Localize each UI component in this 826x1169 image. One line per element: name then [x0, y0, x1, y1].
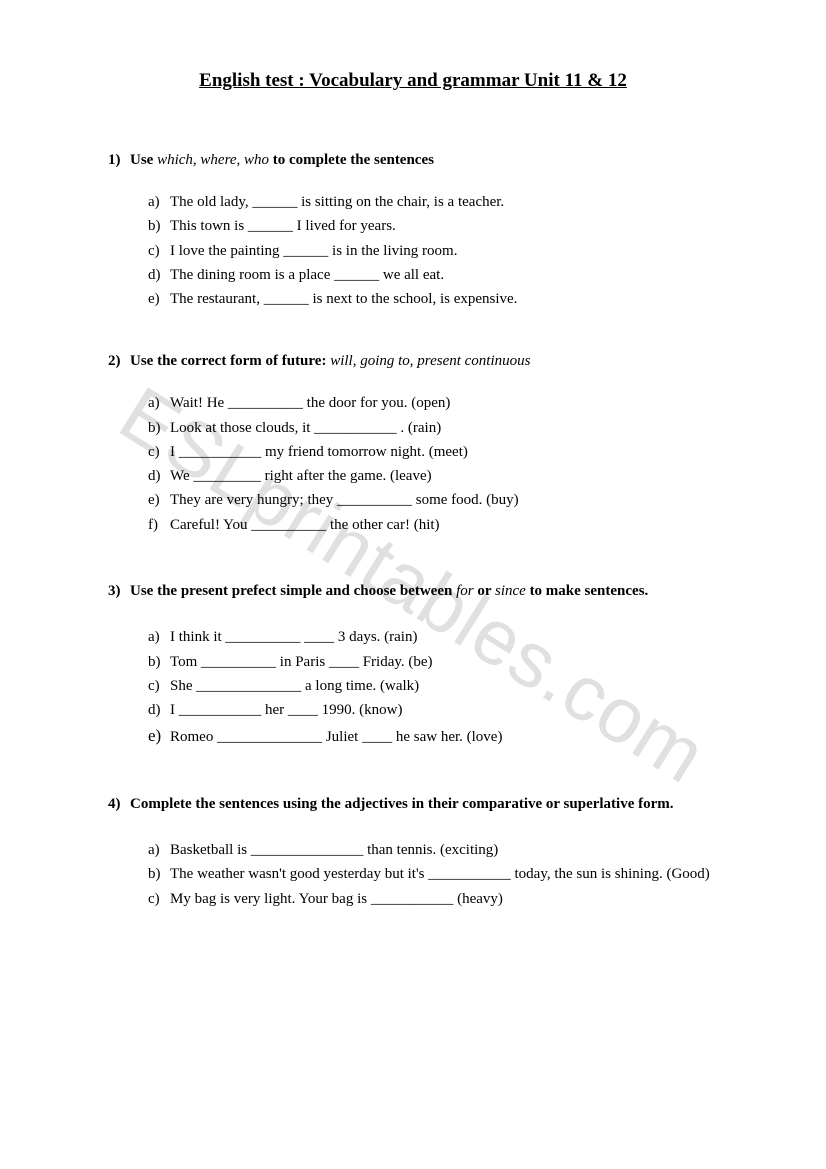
question-4: 4)Complete the sentences using the adjec…	[100, 792, 726, 911]
list-item: c)My bag is very light. Your bag is ____…	[148, 888, 726, 911]
item-letter: e)	[148, 489, 170, 512]
item-text: She ______________ a long time. (walk)	[170, 678, 419, 694]
item-letter: b)	[148, 215, 170, 238]
question-num: 4)	[108, 792, 130, 818]
heading-italic: which, where, who	[157, 152, 269, 168]
item-letter: c)	[148, 441, 170, 464]
list-item: c)I love the painting ______ is in the l…	[148, 240, 726, 263]
item-letter: b)	[148, 651, 170, 674]
page-content: English test : Vocabulary and grammar Un…	[100, 70, 726, 911]
page-title: English test : Vocabulary and grammar Un…	[100, 70, 726, 92]
question-1-heading: 1)Use which, where, who to complete the …	[100, 152, 726, 169]
heading-pre: Use the present prefect simple and choos…	[130, 583, 456, 599]
heading-pre: Use	[130, 152, 157, 168]
list-item: a)I think it __________ ____ 3 days. (ra…	[148, 626, 726, 649]
item-text: The restaurant, ______ is next to the sc…	[170, 291, 517, 307]
item-text: Tom __________ in Paris ____ Friday. (be…	[170, 654, 433, 670]
question-3-heading: 3)Use the present prefect simple and cho…	[100, 579, 726, 605]
list-item: a)Basketball is _______________ than ten…	[148, 839, 726, 862]
item-letter: b)	[148, 417, 170, 440]
question-3-items: a)I think it __________ ____ 3 days. (ra…	[100, 626, 726, 749]
item-text: The weather wasn't good yesterday but it…	[170, 866, 710, 882]
heading-italic2: since	[495, 583, 526, 599]
item-letter: d)	[148, 264, 170, 287]
question-3: 3)Use the present prefect simple and cho…	[100, 579, 726, 750]
list-item: c)She ______________ a long time. (walk)	[148, 675, 726, 698]
list-item: c)I ___________ my friend tomorrow night…	[148, 441, 726, 464]
item-text: This town is ______ I lived for years.	[170, 218, 396, 234]
question-num: 1)	[108, 152, 130, 169]
question-2: 2)Use the correct form of future: will, …	[100, 353, 726, 537]
item-letter: d)	[148, 465, 170, 488]
list-item: d)The dining room is a place ______ we a…	[148, 264, 726, 287]
heading-italic: for	[456, 583, 474, 599]
heading-post: to complete the sentences	[269, 152, 434, 168]
question-1: 1)Use which, where, who to complete the …	[100, 152, 726, 311]
item-text: Careful! You __________ the other car! (…	[170, 517, 440, 533]
item-text: Look at those clouds, it ___________ . (…	[170, 420, 441, 436]
item-text: I love the painting ______ is in the liv…	[170, 243, 457, 259]
item-letter: f)	[148, 514, 170, 537]
list-item: b)Tom __________ in Paris ____ Friday. (…	[148, 651, 726, 674]
list-item: a)The old lady, ______ is sitting on the…	[148, 191, 726, 214]
item-text: They are very hungry; they __________ so…	[170, 492, 519, 508]
item-text: My bag is very light. Your bag is ______…	[170, 891, 503, 907]
list-item: a)Wait! He __________ the door for you. …	[148, 392, 726, 415]
list-item: b)The weather wasn't good yesterday but …	[148, 863, 726, 886]
item-text: I think it __________ ____ 3 days. (rain…	[170, 629, 417, 645]
list-item: b)This town is ______ I lived for years.	[148, 215, 726, 238]
list-item: e)The restaurant, ______ is next to the …	[148, 288, 726, 311]
heading-post: to make sentences.	[526, 583, 648, 599]
item-text: The dining room is a place ______ we all…	[170, 267, 444, 283]
item-letter: a)	[148, 191, 170, 214]
item-text: I ___________ her ____ 1990. (know)	[170, 702, 402, 718]
list-item: d)We _________ right after the game. (le…	[148, 465, 726, 488]
item-letter: e)	[148, 288, 170, 311]
question-1-items: a)The old lady, ______ is sitting on the…	[100, 191, 726, 311]
question-4-heading: 4)Complete the sentences using the adjec…	[100, 792, 726, 818]
question-4-items: a)Basketball is _______________ than ten…	[100, 839, 726, 911]
heading-mid: or	[474, 583, 495, 599]
item-letter: e)	[148, 723, 170, 749]
list-item: b)Look at those clouds, it ___________ .…	[148, 417, 726, 440]
heading-pre: Complete the sentences using the adjecti…	[130, 796, 674, 812]
item-letter: d)	[148, 699, 170, 722]
list-item: f)Careful! You __________ the other car!…	[148, 514, 726, 537]
item-letter: c)	[148, 888, 170, 911]
question-num: 2)	[108, 353, 130, 370]
item-letter: c)	[148, 675, 170, 698]
heading-pre: Use the correct form of future:	[130, 353, 330, 369]
list-item: e)Romeo ______________ Juliet ____ he sa…	[148, 723, 726, 749]
question-num: 3)	[108, 579, 130, 605]
item-text: We _________ right after the game. (leav…	[170, 468, 432, 484]
item-text: Wait! He __________ the door for you. (o…	[170, 395, 450, 411]
item-letter: b)	[148, 863, 170, 886]
item-letter: a)	[148, 626, 170, 649]
heading-italic: will, going to, present continuous	[330, 353, 530, 369]
item-text: Basketball is _______________ than tenni…	[170, 842, 498, 858]
item-text: The old lady, ______ is sitting on the c…	[170, 194, 504, 210]
list-item: d)I ___________ her ____ 1990. (know)	[148, 699, 726, 722]
item-text: Romeo ______________ Juliet ____ he saw …	[170, 729, 502, 745]
item-letter: a)	[148, 392, 170, 415]
item-text: I ___________ my friend tomorrow night. …	[170, 444, 468, 460]
item-letter: c)	[148, 240, 170, 263]
item-letter: a)	[148, 839, 170, 862]
list-item: e)They are very hungry; they __________ …	[148, 489, 726, 512]
question-2-heading: 2)Use the correct form of future: will, …	[100, 353, 726, 370]
question-2-items: a)Wait! He __________ the door for you. …	[100, 392, 726, 537]
